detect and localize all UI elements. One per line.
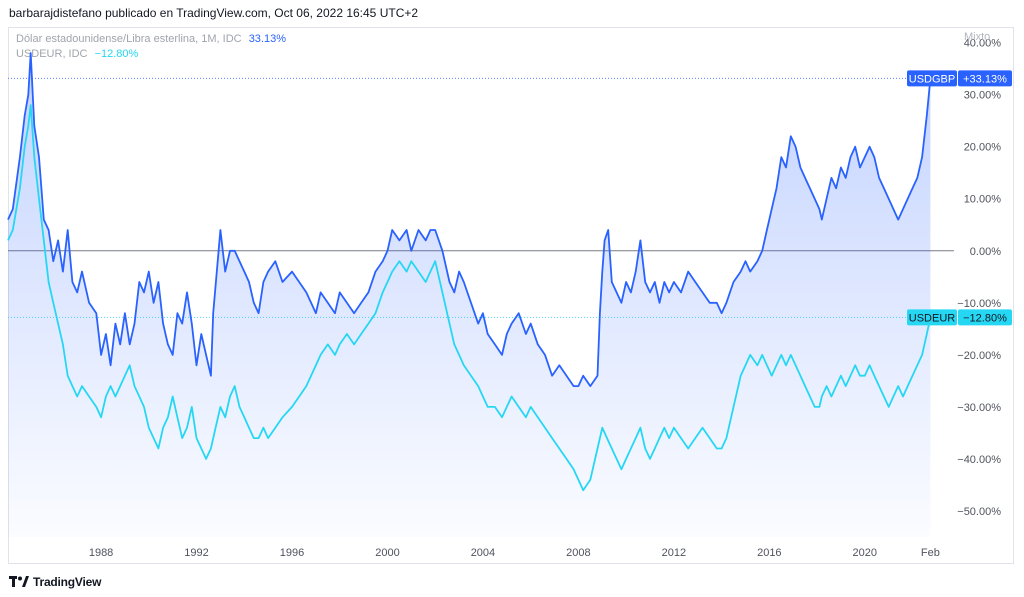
usdgbp-series-line[interactable] [7, 52, 932, 387]
x-tick-label: 2012 [662, 547, 686, 559]
x-tick-label: 2008 [566, 547, 590, 559]
y-tick-label: −30.00% [957, 402, 1001, 414]
usdgbp-badge-value: +33.13% [963, 73, 1007, 85]
legend-main[interactable]: Dólar estadounidense/Libra esterlina, 1M… [16, 33, 286, 45]
usdgbp-badge-name: USDGBP [909, 73, 955, 85]
usdeur-series-line[interactable] [7, 104, 932, 492]
footer-brand: TradingView [33, 575, 102, 589]
legend-compare[interactable]: USDEUR, IDC −12.80% [16, 48, 138, 60]
x-tick-label: 1996 [280, 547, 304, 559]
x-tick-label: 2000 [375, 547, 399, 559]
publisher-caption: barbarajdistefano publicado en TradingVi… [9, 6, 419, 20]
y-tick-label: 40.00% [964, 38, 1002, 50]
legend-main-label: Dólar estadounidense/Libra esterlina, 1M… [16, 33, 242, 45]
legend-main-value: 33.13% [248, 33, 286, 45]
usdeur-price-badge[interactable]: USDEUR −12.80% [907, 309, 1012, 326]
x-tick-label: 1988 [89, 547, 113, 559]
tradingview-logo-icon [9, 576, 29, 587]
y-tick-label: 20.00% [964, 142, 1002, 154]
x-tick-label: 2020 [853, 547, 877, 559]
usdgbp-area-fill [8, 53, 931, 537]
tradingview-logo[interactable]: TradingView [9, 574, 101, 590]
y-tick-label: 0.00% [970, 246, 1001, 258]
x-tick-label: 2004 [471, 547, 495, 559]
x-tick-label: 2016 [757, 547, 781, 559]
y-tick-label: −20.00% [957, 350, 1001, 362]
y-tick-label: 10.00% [964, 194, 1002, 206]
usdeur-badge-value: −12.80% [963, 312, 1007, 324]
y-tick-label: −10.00% [957, 298, 1001, 310]
y-tick-label: −40.00% [957, 454, 1001, 466]
y-tick-label: −50.00% [957, 506, 1001, 518]
usdgbp-price-badge[interactable]: USDGBP +33.13% [907, 70, 1012, 87]
y-tick-label: 30.00% [964, 90, 1002, 102]
legend-compare-value: −12.80% [94, 48, 139, 60]
x-tick-label: Feb [921, 547, 940, 559]
x-tick-label: 1992 [184, 547, 208, 559]
scale-mode-label[interactable]: Mixto [964, 31, 990, 43]
legend-compare-label: USDEUR, IDC [16, 48, 88, 60]
usdeur-badge-name: USDEUR [909, 312, 956, 324]
